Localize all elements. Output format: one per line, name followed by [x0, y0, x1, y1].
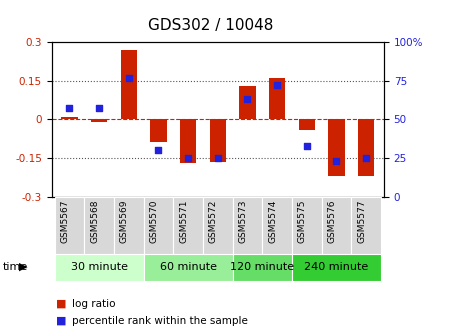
Bar [269, 78, 285, 119]
Text: 120 minute: 120 minute [230, 262, 295, 272]
Bar [173, 197, 203, 254]
Bar [121, 50, 137, 119]
Point [362, 155, 370, 161]
Point [214, 155, 221, 161]
Bar [61, 117, 78, 119]
Text: GSM5573: GSM5573 [238, 200, 247, 243]
Text: 60 minute: 60 minute [159, 262, 216, 272]
Point [303, 143, 310, 148]
Bar [233, 197, 262, 254]
Text: percentile rank within the sample: percentile rank within the sample [72, 316, 248, 326]
Text: ■: ■ [56, 316, 66, 326]
Bar [91, 119, 107, 122]
Text: GSM5577: GSM5577 [357, 200, 366, 243]
Bar [144, 197, 173, 254]
Point [66, 106, 73, 111]
Bar [233, 254, 292, 281]
Text: GSM5575: GSM5575 [298, 200, 307, 243]
Text: 240 minute: 240 minute [304, 262, 369, 272]
Bar [210, 119, 226, 162]
Point [244, 96, 251, 102]
Bar [239, 86, 255, 119]
Point [185, 155, 192, 161]
Point [155, 148, 162, 153]
Text: GSM5568: GSM5568 [90, 200, 99, 243]
Bar [262, 197, 292, 254]
Point [125, 75, 132, 80]
Bar [55, 197, 84, 254]
Text: GSM5572: GSM5572 [209, 200, 218, 243]
Bar [84, 197, 114, 254]
Bar [203, 197, 233, 254]
Bar [321, 197, 351, 254]
Bar [351, 197, 381, 254]
Bar [180, 119, 196, 163]
Bar [114, 197, 144, 254]
Text: GSM5570: GSM5570 [150, 200, 158, 243]
Bar [150, 119, 167, 142]
Text: 30 minute: 30 minute [70, 262, 128, 272]
Text: log ratio: log ratio [72, 299, 115, 309]
Text: GDS302 / 10048: GDS302 / 10048 [148, 18, 274, 34]
Text: GSM5569: GSM5569 [120, 200, 129, 243]
Bar [144, 254, 233, 281]
Text: GSM5567: GSM5567 [61, 200, 70, 243]
Text: ■: ■ [56, 299, 66, 309]
Point [333, 158, 340, 164]
Bar [292, 197, 321, 254]
Point [273, 83, 281, 88]
Point [96, 106, 103, 111]
Text: time: time [2, 262, 27, 272]
Bar [328, 119, 344, 176]
Bar [358, 119, 374, 176]
Bar [299, 119, 315, 130]
Text: GSM5574: GSM5574 [268, 200, 277, 243]
Bar [292, 254, 381, 281]
Text: GSM5576: GSM5576 [327, 200, 336, 243]
Text: GSM5571: GSM5571 [179, 200, 188, 243]
Bar [55, 254, 144, 281]
Text: ▶: ▶ [19, 262, 27, 272]
